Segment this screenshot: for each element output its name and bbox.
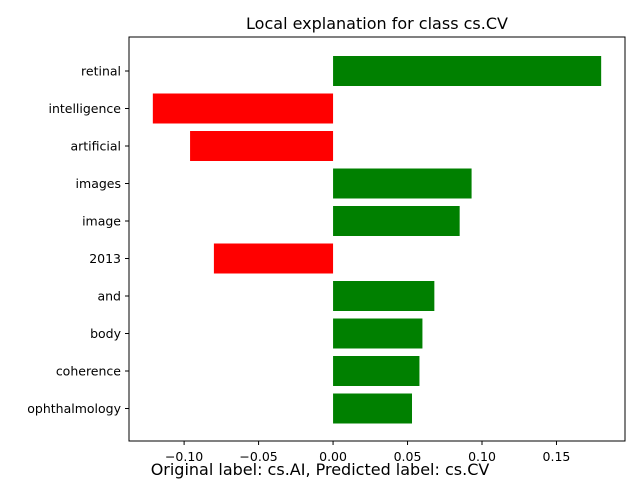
x-tick-label: 0.05 [394,449,422,464]
bar-2013 [213,243,334,274]
y-tick-label: retinal [81,64,121,79]
bar-image [333,206,460,236]
bar-ophthalmology [333,393,413,424]
y-tick-label: artificial [70,139,121,154]
y-tick-label: coherence [56,364,121,379]
bars-group [152,56,602,424]
y-tick-label: body [90,326,122,341]
x-tick-label: 0.15 [543,449,571,464]
x-axis-ticks: −0.10 −0.05 0.00 0.05 0.10 0.15 [165,441,570,464]
x-tick-label: −0.10 [165,449,203,464]
bar-body [333,318,423,349]
bar-intelligence [152,93,334,124]
bar-coherence [333,356,420,386]
prediction-footer: Original label: cs.AI, Predicted label: … [151,460,490,479]
y-tick-label: intelligence [48,101,121,116]
chart-title: Local explanation for class cs.CV [246,14,508,33]
plot-frame [128,36,626,442]
bar-and [333,281,435,311]
x-tick-label: −0.05 [239,449,277,464]
bar-retinal [333,56,602,86]
bar-artificial [190,131,334,161]
y-tick-label: images [76,176,121,191]
y-axis-ticks: retinal intelligence artificial images image… [27,64,129,416]
y-tick-label: image [82,214,121,229]
y-tick-label: 2013 [89,251,121,266]
x-tick-label: 0.00 [319,449,347,464]
bar-images [333,168,472,199]
y-tick-label: ophthalmology [27,401,121,416]
y-tick-label: and [97,289,121,304]
x-tick-label: 0.10 [468,449,496,464]
